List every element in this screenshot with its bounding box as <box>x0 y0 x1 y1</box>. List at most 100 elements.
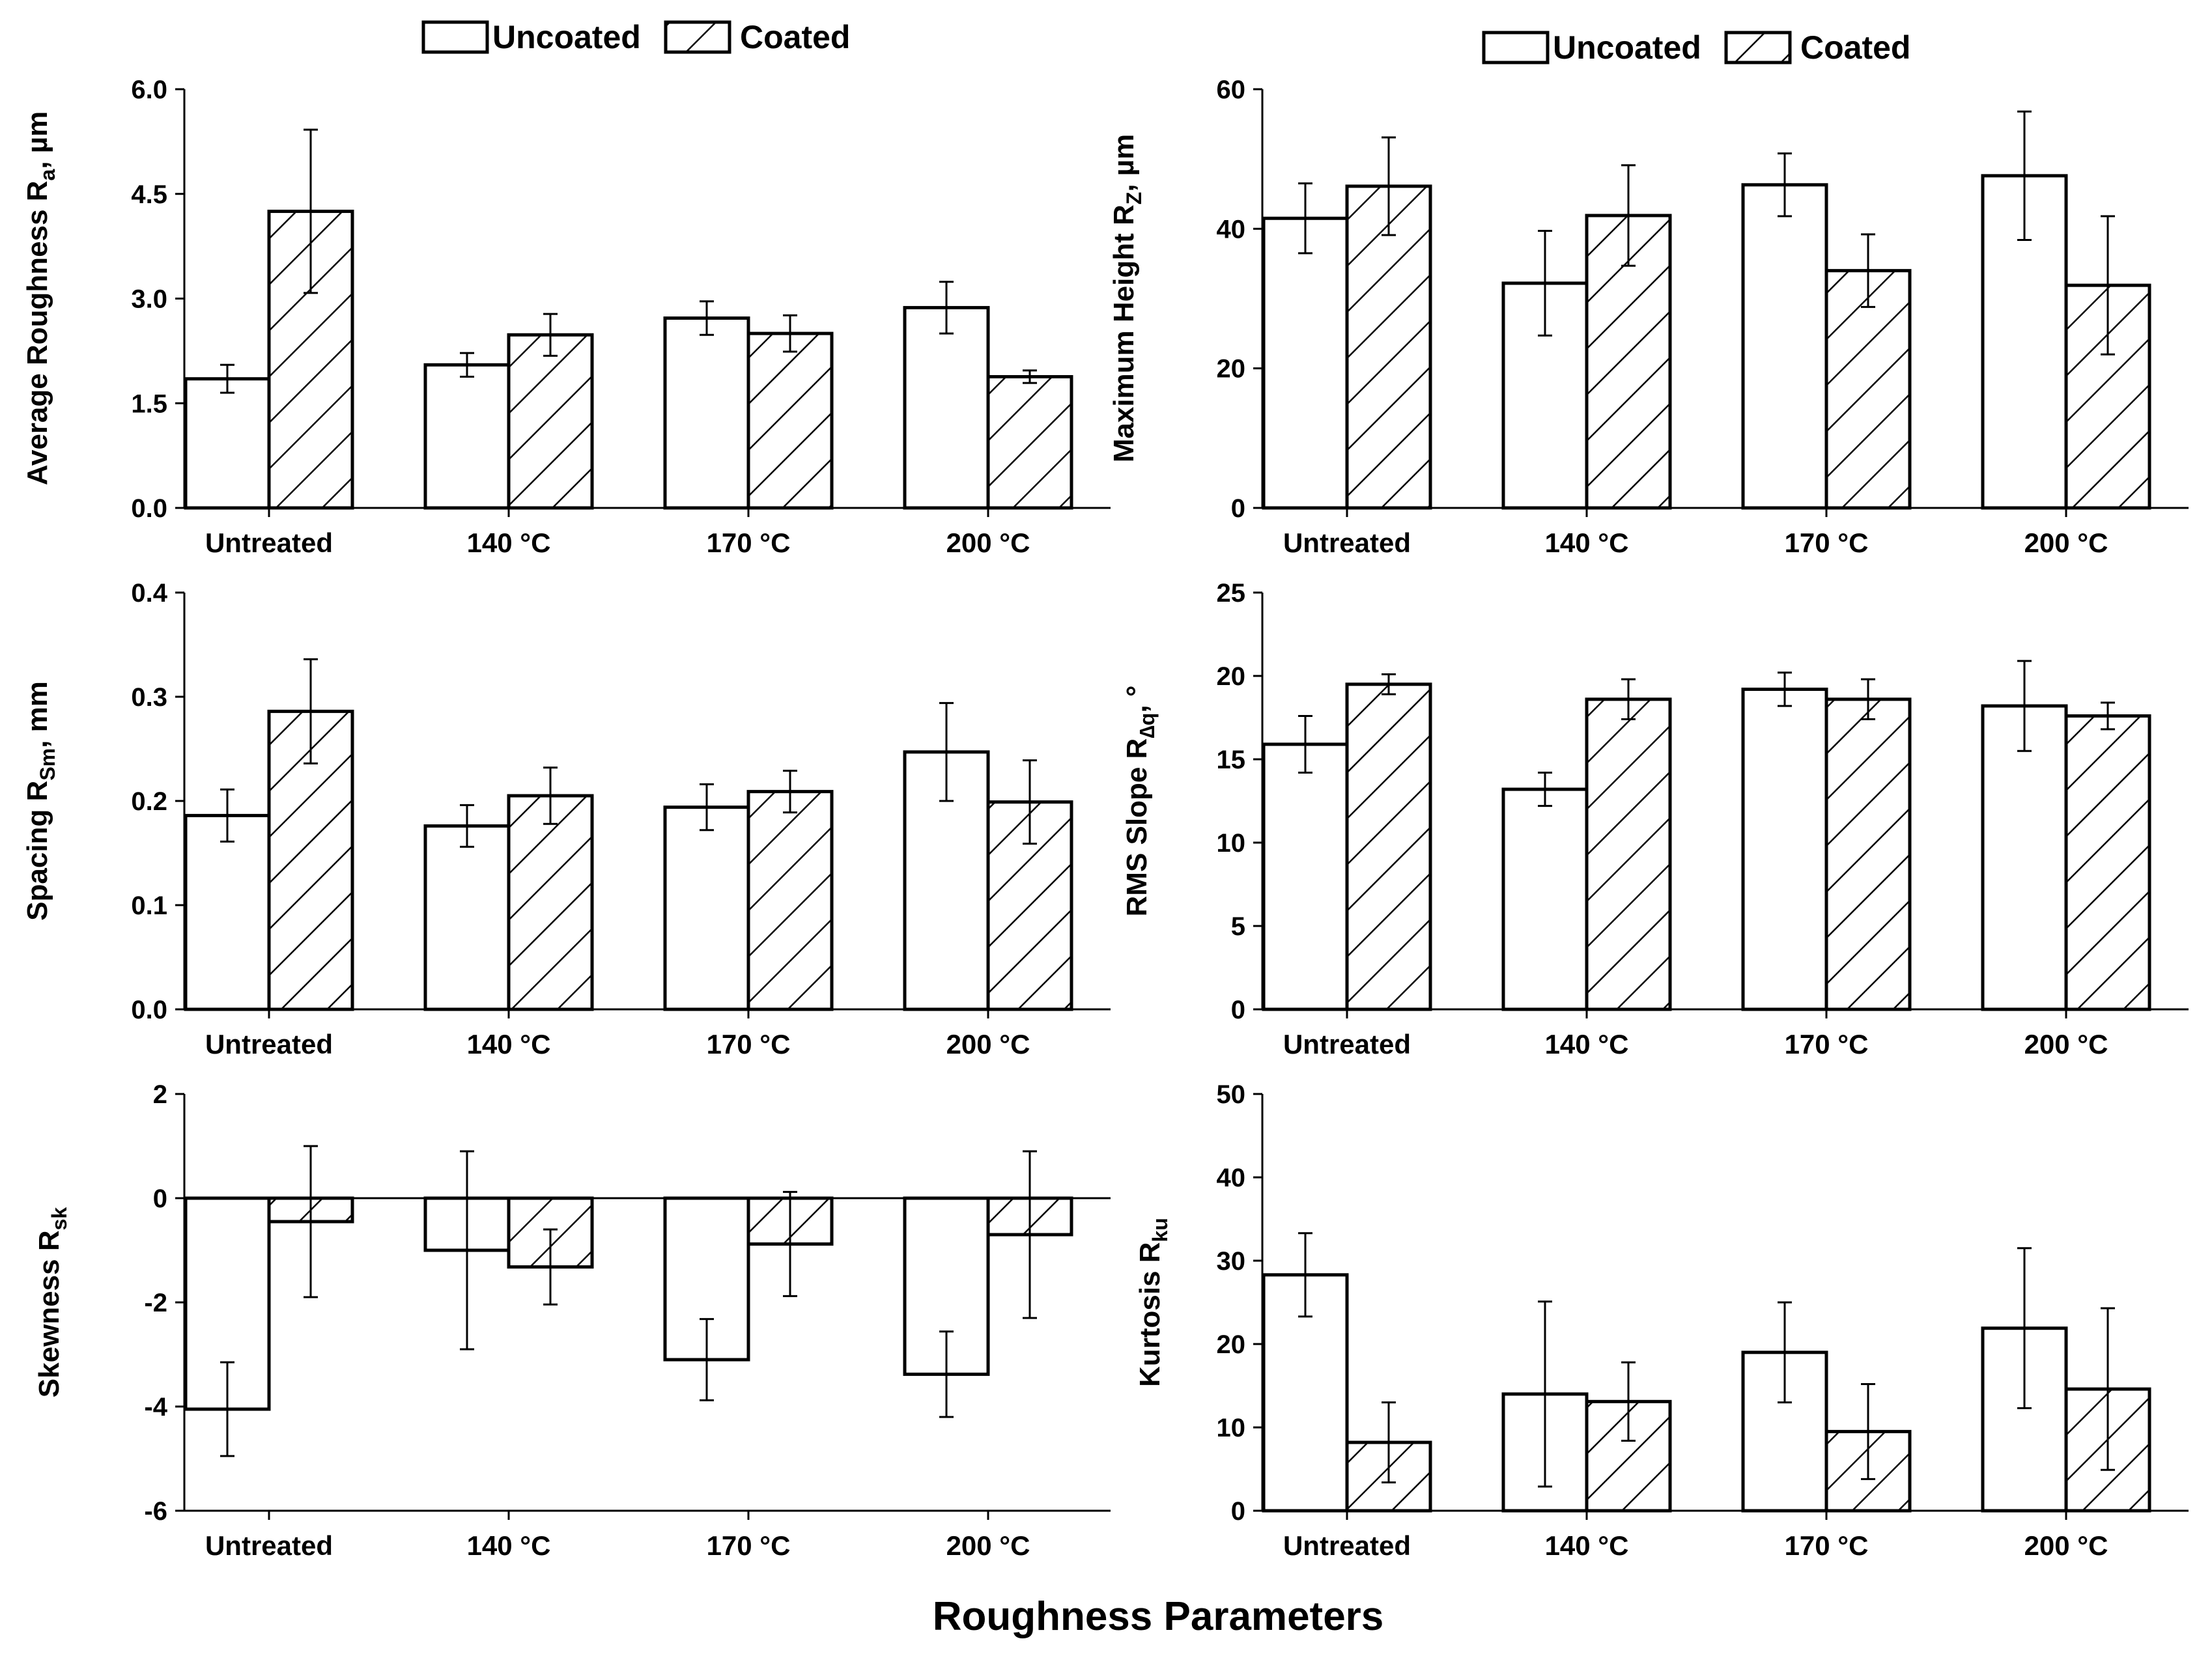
y-tick-label: 15 <box>1217 746 1246 774</box>
bar-coated <box>746 331 834 510</box>
x-category-label: 140 °C <box>1545 1029 1629 1059</box>
x-category-label: 200 °C <box>946 1530 1030 1561</box>
x-category-label: 140 °C <box>467 1530 551 1561</box>
y-tick-label: 0 <box>1231 494 1245 523</box>
y-tick-label: 0.2 <box>131 787 167 816</box>
y-axis-label: Kurtosis Rku <box>1134 1218 1172 1387</box>
y-tick-label: 20 <box>1217 662 1246 691</box>
x-category-label: 140 °C <box>467 1029 551 1059</box>
x-category-label: Untreated <box>1283 1029 1411 1059</box>
bar-uncoated <box>903 305 990 510</box>
y-tick-label: 1.5 <box>131 389 167 418</box>
bar-uncoated <box>423 824 511 1011</box>
bar-coated <box>746 790 834 1011</box>
legend-swatch-uncoated <box>1482 31 1550 64</box>
bar-coated <box>1824 697 1912 1011</box>
legend-label-coated: Coated <box>740 19 850 55</box>
x-category-label: 200 °C <box>2024 527 2108 558</box>
y-axis-label: Spacing RSm, mm <box>21 681 59 921</box>
y-tick-label: 40 <box>1217 215 1246 244</box>
y-tick-label: 50 <box>1217 1080 1246 1109</box>
legend-right: Uncoated Coated <box>1482 29 1910 66</box>
bar-coated <box>507 794 594 1011</box>
x-category-label: Untreated <box>205 1530 333 1561</box>
bar-coated <box>986 375 1073 510</box>
y-tick-label: 0.0 <box>131 996 167 1024</box>
chart-rdq: 0 5 10 15 20 25 Untreated 140 °C 170 °C 200 °C RMS… <box>1121 579 2189 1059</box>
x-category-label: 170 °C <box>1785 527 1869 558</box>
x-category-label: Untreated <box>1283 527 1411 558</box>
bar-uncoated <box>184 377 271 510</box>
y-tick-label: 40 <box>1217 1164 1246 1192</box>
y-tick-label: 5 <box>1231 912 1245 941</box>
bar-coated <box>1585 697 1672 1011</box>
x-category-label: Untreated <box>205 1029 333 1059</box>
x-category-label: 200 °C <box>2024 1029 2108 1059</box>
x-category-label: 140 °C <box>1545 1530 1629 1561</box>
y-tick-label: 0.4 <box>131 579 167 608</box>
y-tick-label: 4.5 <box>131 180 167 209</box>
y-tick-label: 6.0 <box>131 76 167 104</box>
y-axis-label: Average Roughness Ra, µm <box>21 111 59 486</box>
legend-swatch-coated <box>664 20 731 54</box>
chart-ra: 0.0 1.5 3.0 4.5 6.0 Untreated 140 °C 170 °C 200 … <box>21 76 1111 558</box>
y-tick-label: 25 <box>1217 579 1246 608</box>
y-axis-label: Maximum Height RZ, µm <box>1108 134 1146 463</box>
y-tick-label: 0 <box>1231 1497 1245 1526</box>
bar-uncoated <box>1501 787 1589 1011</box>
x-category-label: 200 °C <box>946 1029 1030 1059</box>
chart-rsk: -6 -4 -2 0 2 Untreated 140 °C 170 °C 200 °C Skewn… <box>33 1080 1111 1561</box>
legend-label-uncoated: Uncoated <box>1553 29 1701 66</box>
y-tick-label: -4 <box>144 1393 167 1422</box>
y-tick-label: 2 <box>153 1080 167 1109</box>
y-axis-label: RMS Slope R∆q, ° <box>1121 686 1159 917</box>
x-axis-title: Roughness Parameters <box>933 1594 1384 1639</box>
bar-coated <box>1345 682 1432 1011</box>
x-category-label: 170 °C <box>707 1029 791 1059</box>
bar-uncoated <box>1262 216 1349 510</box>
bar-coated <box>2064 714 2151 1011</box>
y-tick-label: 0 <box>1231 996 1245 1024</box>
x-category-label: 200 °C <box>2024 1530 2108 1561</box>
bar-uncoated <box>1262 742 1349 1011</box>
bar-uncoated <box>1981 704 2068 1011</box>
y-tick-label: -2 <box>144 1289 167 1317</box>
bar-coated <box>1824 269 1912 510</box>
legend-label-uncoated: Uncoated <box>492 19 641 55</box>
bar-uncoated <box>663 316 750 510</box>
y-tick-label: 20 <box>1217 355 1246 384</box>
chart-rsm: 0.0 0.1 0.2 0.3 0.4 Untreated 140 °C 170 °C 200 … <box>21 579 1111 1059</box>
legend-left: Uncoated Coated <box>421 19 850 55</box>
bar-uncoated <box>1741 687 1828 1011</box>
y-tick-label: 60 <box>1217 76 1246 104</box>
bar-coated <box>1345 184 1432 510</box>
bar-uncoated <box>184 813 271 1011</box>
legend-label-coated: Coated <box>1800 29 1910 66</box>
x-category-label: 140 °C <box>1545 527 1629 558</box>
y-tick-label: 3.0 <box>131 285 167 314</box>
y-tick-label: 10 <box>1217 1414 1246 1442</box>
chart-rku: 0 10 20 30 40 50 Untreated 140 °C 170 °C 200 °C Ku… <box>1134 1080 2189 1561</box>
y-tick-label: 0.0 <box>131 494 167 523</box>
y-tick-label: 30 <box>1217 1247 1246 1276</box>
legend-swatch-uncoated <box>421 20 489 54</box>
y-tick-label: 0.1 <box>131 891 167 920</box>
bar-uncoated <box>1741 183 1828 510</box>
x-category-label: 170 °C <box>1785 1530 1869 1561</box>
bar-uncoated <box>423 363 511 510</box>
bar-coated <box>507 333 594 510</box>
y-tick-label: 20 <box>1217 1330 1246 1359</box>
bar-uncoated <box>663 806 750 1011</box>
y-tick-label: -6 <box>144 1497 167 1526</box>
x-category-label: 170 °C <box>707 1530 791 1561</box>
y-tick-label: 0 <box>153 1184 167 1213</box>
legend-swatch-coated <box>1724 31 1792 64</box>
charts-group: 0.0 1.5 3.0 4.5 6.0 Untreated 140 °C 170 °C 200 … <box>21 76 2189 1561</box>
x-category-label: 170 °C <box>707 527 791 558</box>
y-axis-label: Skewness Rsk <box>33 1207 71 1398</box>
y-tick-label: 0.3 <box>131 683 167 712</box>
x-category-label: Untreated <box>1283 1530 1411 1561</box>
x-category-label: 140 °C <box>467 527 551 558</box>
x-category-label: Untreated <box>205 527 333 558</box>
